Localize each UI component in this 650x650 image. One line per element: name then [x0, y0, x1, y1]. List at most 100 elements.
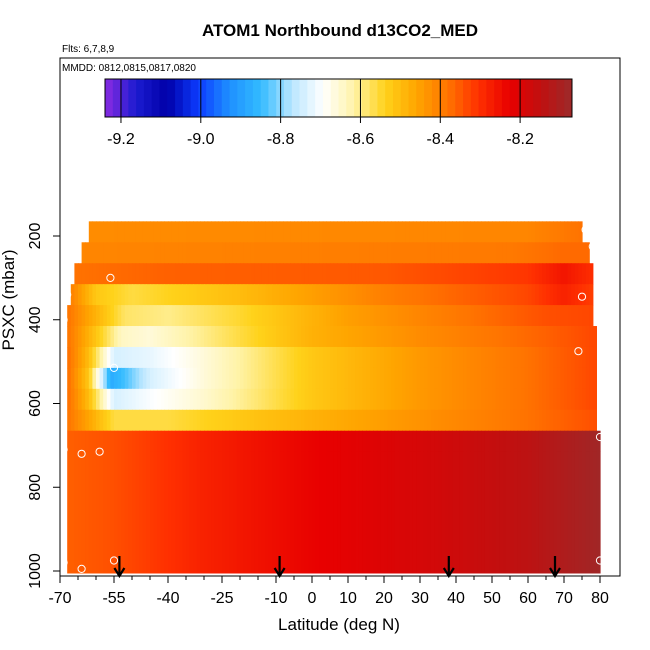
heatmap-cell — [258, 430, 263, 453]
heatmap-cell — [333, 430, 338, 453]
heatmap-cell — [376, 388, 381, 411]
heatmap-cell — [452, 451, 457, 574]
heatmap-cell — [106, 263, 111, 285]
heatmap-cell — [160, 326, 165, 348]
heatmap-cell — [207, 242, 212, 264]
heatmap-cell — [150, 409, 155, 432]
heatmap-cell — [326, 221, 331, 243]
heatmap-cell — [348, 284, 353, 306]
heatmap-cell — [344, 284, 349, 306]
heatmap-cell — [391, 263, 396, 285]
heatmap-cell — [398, 284, 403, 306]
heatmap-cell — [146, 284, 151, 306]
heatmap-cell — [268, 367, 273, 390]
heatmap-cell — [114, 346, 119, 369]
heatmap-cell — [315, 388, 320, 411]
heatmap-cell — [488, 409, 493, 432]
heatmap-cell — [121, 430, 126, 453]
heatmap-cell — [218, 326, 223, 348]
heatmap-cell — [283, 221, 288, 243]
heatmap-cell — [513, 305, 518, 327]
heatmap-cell — [531, 367, 536, 390]
heatmap-cell — [96, 409, 101, 432]
heatmap-cell — [423, 409, 428, 432]
heatmap-cell — [380, 284, 385, 306]
heatmap-cell — [315, 242, 320, 264]
heatmap-cell — [114, 430, 119, 453]
heatmap-cell — [189, 242, 194, 264]
heatmap-cell — [121, 409, 126, 432]
heatmap-cell — [290, 346, 295, 369]
heatmap-cell — [556, 221, 561, 243]
heatmap-cell — [535, 305, 540, 327]
heatmap-cell — [542, 388, 547, 411]
heatmap-cell — [301, 451, 306, 574]
heatmap-cell — [110, 284, 115, 306]
heatmap-cell — [445, 221, 450, 243]
heatmap-cell — [218, 346, 223, 369]
heatmap-cell — [142, 284, 147, 306]
heatmap-cell — [96, 367, 101, 390]
heatmap-cell — [567, 409, 572, 432]
heatmap-cell — [290, 326, 295, 348]
heatmap-cell — [121, 346, 126, 369]
heatmap-cell — [578, 221, 583, 243]
heatmap-cell — [67, 388, 72, 411]
heatmap-cell — [510, 326, 515, 348]
heatmap-cell — [459, 346, 464, 369]
heatmap-cell — [92, 305, 97, 327]
heatmap-cell — [398, 221, 403, 243]
heatmap-cell — [531, 284, 536, 306]
heatmap-cell — [337, 221, 342, 243]
heatmap-cell — [423, 326, 428, 348]
heatmap-cell — [348, 305, 353, 327]
heatmap-cell — [196, 346, 201, 369]
heatmap-cell — [189, 326, 194, 348]
heatmap-cell — [456, 367, 461, 390]
heatmap-cell — [114, 409, 119, 432]
heatmap-cell — [150, 305, 155, 327]
heatmap-cell — [538, 367, 543, 390]
heatmap-cell — [484, 326, 489, 348]
heatmap-cell — [466, 451, 471, 574]
heatmap-cell — [254, 305, 259, 327]
heatmap-cell — [139, 326, 144, 348]
heatmap-cell — [589, 263, 594, 285]
heatmap-cell — [481, 326, 486, 348]
heatmap-cell — [106, 346, 111, 369]
heatmap-cell — [333, 409, 338, 432]
heatmap-cell — [164, 305, 169, 327]
heatmap-cell — [88, 451, 93, 574]
heatmap-cell — [232, 326, 237, 348]
heatmap-cell — [272, 263, 277, 285]
heatmap-cell — [484, 430, 489, 453]
heatmap-cell — [492, 367, 497, 390]
colorbar-swatch — [151, 79, 160, 117]
heatmap-cell — [322, 388, 327, 411]
heatmap-cell — [574, 263, 579, 285]
heatmap-cell — [261, 430, 266, 453]
heatmap-cell — [142, 409, 147, 432]
heatmap-cell — [232, 367, 237, 390]
heatmap-cell — [340, 451, 345, 574]
heatmap-cell — [366, 242, 371, 264]
colorbar-swatch — [400, 79, 410, 117]
heatmap-cell — [196, 451, 201, 574]
colorbar-swatch — [291, 79, 301, 117]
heatmap-cell — [434, 242, 439, 264]
heatmap-cell — [384, 451, 389, 574]
heatmap-cell — [207, 409, 212, 432]
heatmap-cell — [589, 367, 594, 390]
x-tick-label: 40 — [447, 590, 465, 607]
colorbar-swatch — [159, 79, 168, 117]
heatmap-cell — [315, 346, 320, 369]
heatmap-cell — [499, 305, 504, 327]
heatmap-cell — [214, 242, 219, 264]
heatmap-cell — [132, 326, 137, 348]
heatmap-cell — [438, 221, 443, 243]
heatmap-cell — [103, 326, 108, 348]
heatmap-cell — [193, 388, 198, 411]
heatmap-cell — [121, 263, 126, 285]
heatmap-cell — [171, 221, 176, 243]
heatmap-cell — [211, 409, 216, 432]
